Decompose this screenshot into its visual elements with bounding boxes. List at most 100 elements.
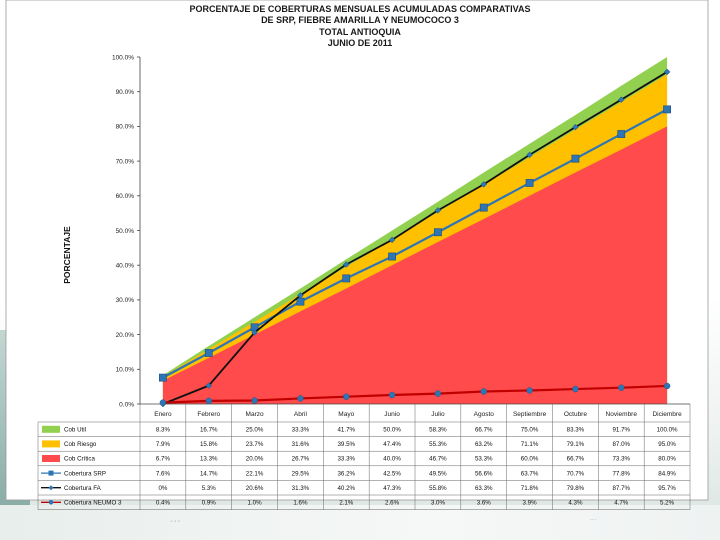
y-tick-label: 0.0%	[119, 401, 134, 408]
table-cell-cob-riesgo: 63.2%	[475, 441, 493, 448]
point-cobertura-neumo-3	[205, 397, 212, 405]
table-cell-cobertura-srp: 84.9%	[658, 470, 676, 477]
table-cell-cobertura-srp: 14.7%	[200, 470, 218, 477]
point-cobertura-neumo-3	[343, 393, 350, 400]
table-cell-cob-riesgo: 95.0%	[658, 441, 676, 448]
table-cell-cobertura-neumo-3: 4.7%	[614, 500, 629, 507]
legend-label-cobertura-neumo-3: Cobertura NEUMO 3	[64, 500, 122, 507]
table-cell-cobertura-fa: 47.3%	[383, 485, 401, 492]
legend-label-cob-util: Cob Util	[64, 427, 86, 434]
table-cell-cob-util: 50.0%	[383, 427, 401, 434]
x-tick-label: Noviembre	[606, 411, 638, 418]
x-tick-label: Junio	[384, 411, 400, 418]
data-table: Enero Febrero Marzo Abril Mayo Junio Julio Agos…	[37, 404, 691, 510]
table-cell-cobertura-fa: 79.8%	[567, 485, 585, 492]
point-cobertura-neumo-3	[526, 387, 533, 394]
y-tick-label: 100.0%	[112, 54, 134, 61]
point-cobertura-fa	[342, 261, 350, 268]
x-tick-label: Diciembre	[652, 411, 682, 418]
x-tick-label: Septiembre	[513, 411, 547, 418]
table-cell-cob-cr-tica: 20.0%	[246, 456, 264, 463]
table-cell-cobertura-fa: 31.3%	[292, 485, 310, 492]
table-cell-cob-riesgo: 23.7%	[246, 441, 264, 448]
x-tick-label: Enero	[154, 411, 172, 418]
decorative-bottom-band	[0, 505, 720, 540]
table-cell-cobertura-neumo-3: 5.2%	[660, 500, 675, 507]
legend-label-cob-riesgo: Cob Riesgo	[64, 441, 97, 448]
point-cobertura-srp	[342, 274, 351, 283]
table-cell-cobertura-neumo-3: 3.9%	[523, 500, 538, 507]
y-tick-label: 60.0%	[116, 193, 135, 200]
table-cell-cobertura-neumo-3: 1.6%	[293, 500, 308, 507]
table-cell-cob-riesgo: 39.5%	[337, 441, 355, 448]
table-cell-cobertura-srp: 7.6%	[156, 470, 171, 477]
y-tick-label: 50.0%	[116, 228, 135, 235]
table-cell-cob-riesgo: 15.8%	[200, 441, 218, 448]
table-cell-cob-cr-tica: 46.7%	[429, 456, 447, 463]
table-cell-cobertura-fa: 40.2%	[337, 485, 355, 492]
table-cell-cob-cr-tica: 66.7%	[567, 456, 585, 463]
x-tick-label: Mayo	[338, 411, 354, 418]
table-cell-cobertura-neumo-3: 3.6%	[477, 500, 492, 507]
legend-label-cob-cr-tica: Cob Crítica	[64, 456, 96, 463]
point-cobertura-neumo-3	[297, 395, 304, 402]
table-cell-cob-util: 16.7%	[200, 427, 218, 434]
table-cell-cobertura-srp: 70.7%	[567, 470, 585, 477]
legend-marker-cobertura-neumo-3	[48, 500, 54, 505]
table-cell-cobertura-fa: 63.3%	[475, 485, 493, 492]
x-tick-label: Agosto	[474, 411, 495, 418]
table-cell-cob-riesgo: 31.6%	[292, 441, 310, 448]
series-line-cobertura-srp	[162, 108, 668, 379]
point-cobertura-neumo-3	[251, 397, 258, 404]
legend-marker-cobertura-srp	[48, 470, 54, 476]
legend-marker-cobertura-fa	[48, 485, 54, 491]
point-cobertura-srp	[204, 349, 213, 357]
point-cobertura-srp	[525, 179, 534, 187]
table-cell-cobertura-srp: 42.5%	[383, 470, 401, 477]
table-cell-cob-util: 33.3%	[292, 427, 310, 434]
point-cobertura-fa	[526, 151, 533, 159]
table-cell-cobertura-srp: 49.5%	[429, 470, 447, 477]
table-cell-cobertura-srp: 36.2%	[337, 470, 355, 477]
point-cobertura-neumo-3	[434, 390, 442, 397]
y-tick-label: 40.0%	[116, 263, 135, 270]
chart-title-line-4: JUNIO DE 2011	[328, 38, 393, 48]
table-cell-cob-cr-tica: 13.3%	[200, 456, 218, 463]
table-cell-cob-util: 41.7%	[337, 427, 355, 434]
table-cell-cob-util: 91.7%	[612, 427, 630, 434]
table-cell-cobertura-fa: 87.7%	[612, 485, 630, 492]
table-cell-cob-riesgo: 71.1%	[521, 441, 539, 448]
table-cell-cob-riesgo: 87.0%	[612, 441, 630, 448]
table-cell-cobertura-neumo-3: 1.0%	[248, 500, 263, 507]
table-cell-cobertura-neumo-3: 4.3%	[568, 500, 583, 507]
table-cell-cob-cr-tica: 60.0%	[521, 456, 539, 463]
table-cell-cob-util: 83.3%	[567, 427, 585, 434]
table-cell-cob-util: 25.0%	[246, 427, 264, 434]
table-cell-cobertura-neumo-3: 2.1%	[339, 500, 354, 507]
table-cell-cob-cr-tica: 40.0%	[383, 456, 401, 463]
table-cell-cob-cr-tica: 80.0%	[658, 456, 676, 463]
x-tick-label: Marzo	[246, 411, 264, 418]
table-cell-cobertura-fa: 5.3%	[202, 485, 217, 492]
table-cell-cobertura-srp: 63.7%	[521, 470, 539, 477]
footer-text: ...	[170, 510, 182, 526]
legend-swatch-cob-util	[42, 425, 60, 433]
chart-title-line-2: DE SRP, FIEBRE AMARILLA Y NEUMOCOCO 3	[261, 15, 459, 25]
table-cell-cobertura-fa: 0%	[158, 485, 167, 492]
table-cell-cobertura-srp: 29.5%	[292, 470, 310, 477]
point-cobertura-neumo-3	[388, 391, 396, 399]
point-cobertura-fa	[480, 181, 488, 188]
x-tick-label: Julio	[431, 411, 445, 418]
table-cell-cob-cr-tica: 6.7%	[156, 456, 171, 463]
x-tick-label: Febrero	[197, 411, 220, 418]
chart-title: PORCENTAJE DE COBERTURAS MENSUALES ACUMU…	[189, 4, 530, 48]
point-cobertura-srp	[617, 130, 626, 138]
y-tick-label: 80.0%	[116, 124, 135, 131]
footer-right-text: ...	[590, 516, 597, 522]
table-cell-cob-util: 8.3%	[156, 427, 171, 434]
point-cobertura-neumo-3	[159, 399, 167, 406]
table-cell-cob-cr-tica: 33.3%	[337, 456, 355, 463]
x-tick-label: Octubre	[564, 411, 588, 418]
point-cobertura-fa	[205, 382, 213, 389]
